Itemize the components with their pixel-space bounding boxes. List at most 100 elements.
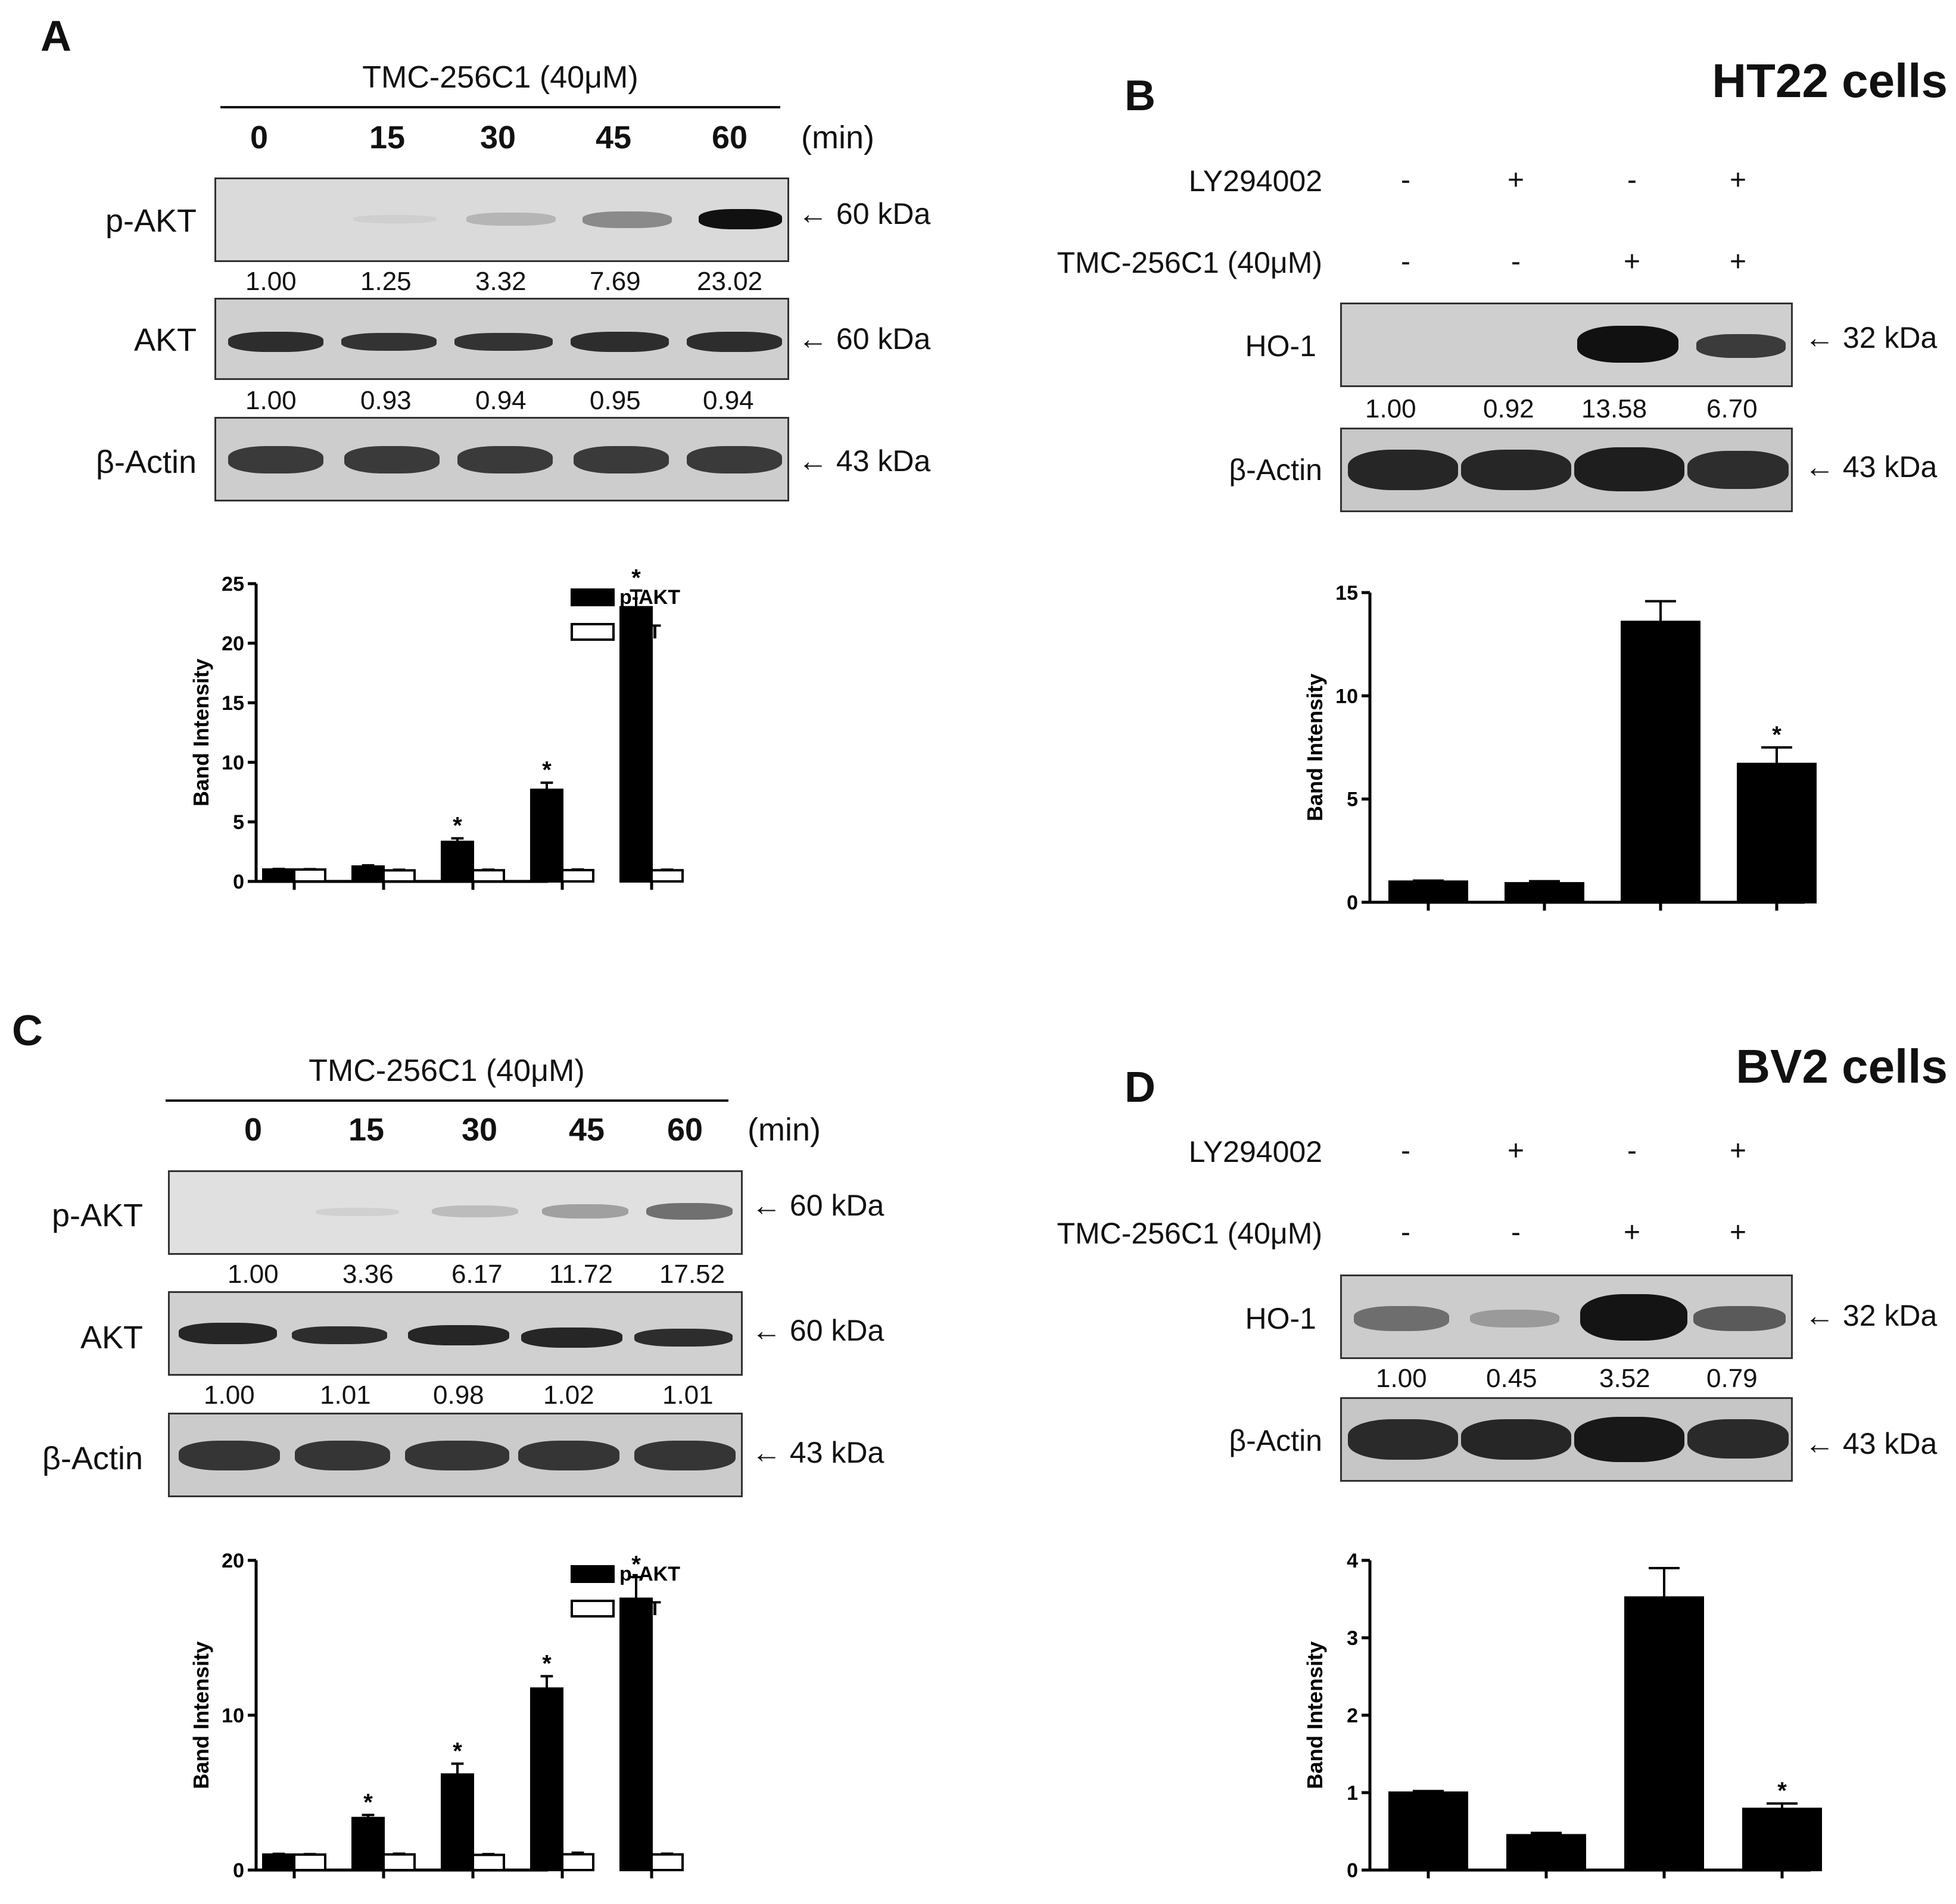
panel-d-letter: D: [1125, 1064, 1155, 1111]
blot-c-akt: [168, 1291, 743, 1376]
quant-value: 0.98: [433, 1381, 484, 1410]
row-label-akt: AKT: [80, 1320, 143, 1355]
band: [1348, 1419, 1458, 1460]
quant-value: 0.45: [1486, 1364, 1537, 1393]
band: [466, 213, 556, 226]
band: [295, 1441, 390, 1470]
bar: [351, 865, 385, 883]
time-label: 30: [462, 1112, 498, 1148]
quant-value: 0.94: [475, 386, 527, 415]
panel-a-treatment: TMC-256C1 (40μM): [362, 60, 638, 95]
sign: -: [1627, 1135, 1637, 1167]
band: [699, 209, 782, 229]
y-tick-label: 5: [233, 811, 244, 834]
time-label: 45: [569, 1112, 605, 1148]
band: [1693, 1306, 1786, 1331]
bar: [1737, 762, 1817, 903]
quant-value: 0.94: [703, 386, 754, 415]
legend-swatch: [571, 1600, 615, 1618]
quant-c-pakt: 1.00 3.36 6.17 11.72 17.52: [168, 1260, 740, 1289]
bar: [619, 606, 653, 883]
row-label-actin: β-Actin: [1229, 1424, 1322, 1457]
bar: [441, 840, 474, 883]
band: [1461, 450, 1571, 490]
bar: [293, 1853, 326, 1871]
panel-d-cells: BV2 cells: [1736, 1040, 1948, 1093]
blot-c-pakt: [168, 1170, 743, 1255]
sign: +: [1507, 164, 1525, 196]
significance-star: *: [542, 757, 552, 783]
sign: +: [1729, 164, 1747, 196]
bar: [650, 1853, 684, 1871]
quant-value: 6.17: [451, 1260, 503, 1289]
band: [571, 332, 669, 352]
quant-value: 1.00: [1365, 394, 1416, 423]
time-label: 60: [667, 1112, 703, 1148]
band: [179, 1441, 280, 1470]
quant-c-akt: 1.00 1.01 0.98 1.02 1.01: [168, 1381, 740, 1410]
legend-label: AKT: [619, 1597, 661, 1620]
bar: [441, 1773, 474, 1871]
row-label-actin: β-Actin: [42, 1441, 143, 1476]
legend-label: p-AKT: [619, 1563, 680, 1585]
band: [542, 1204, 628, 1219]
bar: [472, 1853, 505, 1872]
sign: -: [1627, 164, 1637, 196]
significance-star: *: [1772, 722, 1781, 748]
y-axis-label: Band Intensity: [189, 1641, 213, 1789]
y-tick-label: 15: [1335, 582, 1358, 604]
y-tick-label: 20: [222, 1550, 244, 1572]
bar: [1621, 621, 1700, 904]
significance-star: *: [1777, 1778, 1787, 1804]
bar: [530, 789, 563, 883]
significance-star: *: [631, 1551, 641, 1578]
bar: [1388, 880, 1468, 904]
quant-value: 23.02: [697, 267, 763, 296]
cond-tmc-label: TMC-256C1 (40μM): [1057, 246, 1322, 279]
kda-c-akt: ← 60 kDa: [752, 1314, 884, 1347]
bar: [1742, 1808, 1822, 1871]
band: [316, 1208, 399, 1216]
band: [646, 1203, 733, 1220]
sign: +: [1729, 246, 1747, 278]
time-label: 15: [369, 120, 406, 155]
panel-c-treatment: TMC-256C1 (40μM): [309, 1054, 585, 1088]
bar: [262, 868, 295, 883]
band: [1470, 1310, 1559, 1327]
band: [1580, 1294, 1687, 1341]
chart-b: 0 5 10 15 Band Intensity *: [1303, 582, 1817, 914]
quant-a-akt: 1.00 0.93 0.94 0.95 0.94: [220, 386, 792, 416]
significance-star: *: [453, 1738, 462, 1764]
quant-value: 1.01: [320, 1381, 371, 1410]
time-label: 0: [250, 120, 269, 155]
band: [344, 446, 440, 473]
panel-a-letter: A: [41, 13, 71, 60]
row-label-actin: β-Actin: [95, 444, 197, 480]
legend-label: p-AKT: [619, 586, 680, 609]
sign: -: [1511, 246, 1521, 278]
bar: [262, 1853, 295, 1871]
quant-b-ho1: 1.00 0.92 13.58 6.70: [1340, 394, 1805, 424]
cond-ly-label: LY294002: [1188, 164, 1322, 198]
quant-value: 1.01: [662, 1381, 714, 1410]
kda-c-pakt: ← 60 kDa: [752, 1189, 884, 1222]
sign: +: [1729, 1135, 1747, 1167]
sign: +: [1729, 1217, 1747, 1248]
y-tick-label: 10: [1335, 685, 1358, 708]
band: [179, 1323, 277, 1344]
bar: [561, 1853, 594, 1871]
y-tick-label: 0: [233, 1859, 244, 1882]
band: [574, 446, 669, 473]
time-label: 60: [712, 120, 748, 155]
sign: +: [1623, 246, 1641, 278]
y-tick-label: 0: [233, 871, 244, 893]
quant-value: 1.02: [543, 1381, 594, 1410]
legend-label: AKT: [619, 621, 661, 643]
bar: [1624, 1596, 1704, 1872]
y-tick-label: 10: [222, 752, 244, 774]
row-label-actin: β-Actin: [1229, 453, 1322, 487]
band: [292, 1326, 387, 1344]
significance-star: *: [363, 1789, 373, 1815]
band: [583, 211, 672, 228]
quant-value: 1.00: [228, 1260, 279, 1289]
